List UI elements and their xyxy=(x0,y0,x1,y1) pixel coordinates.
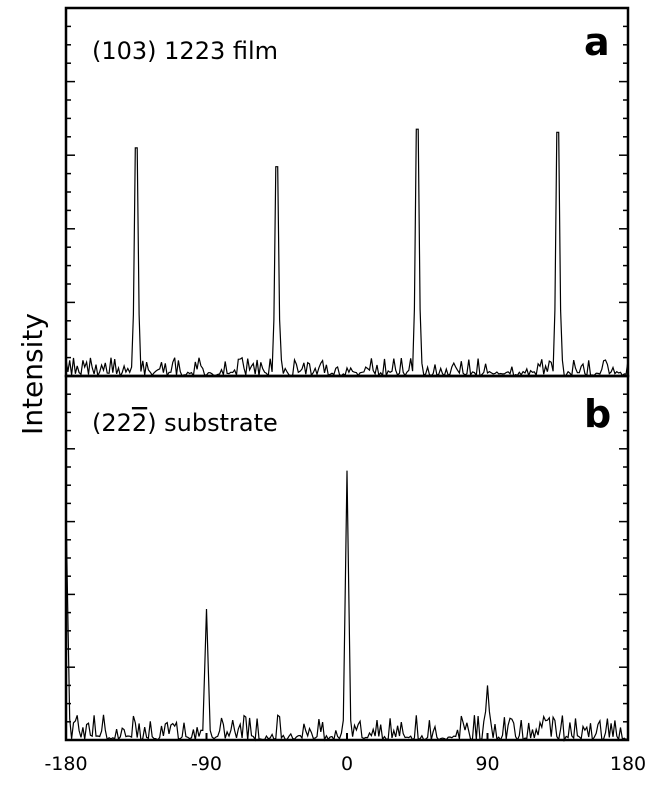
x-tick-label: 0 xyxy=(341,753,353,775)
panel-b-trace xyxy=(65,470,629,743)
panel-b-letter: b xyxy=(584,392,611,436)
panel-b-title: (222) substrate xyxy=(92,409,278,437)
panel-b-ticks xyxy=(66,393,628,723)
panel-a-letter: a xyxy=(584,20,610,64)
panel-a-ticks xyxy=(66,25,628,359)
panel-b: (222) substrate b xyxy=(64,374,630,743)
x-tick-label: 180 xyxy=(610,753,646,775)
x-tick-label: -90 xyxy=(191,753,222,775)
x-tick-labels: -180 -90 0 90 180 xyxy=(44,733,646,775)
x-tick-label: 90 xyxy=(475,753,499,775)
panel-a: (103) 1223 film a xyxy=(64,6,630,378)
y-axis-label: Intensity xyxy=(16,313,49,435)
panel-a-title: (103) 1223 film xyxy=(92,37,278,65)
x-tick-label: -180 xyxy=(44,753,87,775)
panel-a-trace xyxy=(65,128,629,378)
